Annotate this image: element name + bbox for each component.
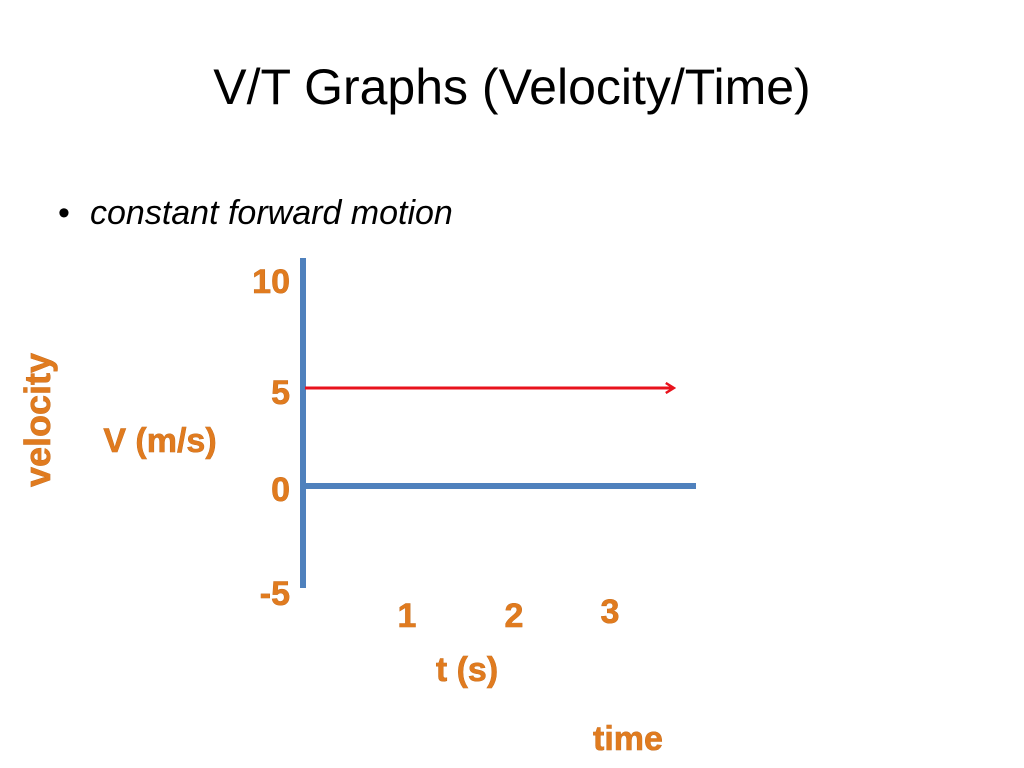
- y-tick-label: 0: [271, 471, 290, 509]
- y-tick-label: -5: [260, 575, 290, 613]
- x-tick-label: 1: [398, 597, 417, 635]
- x-axis-label: t (s): [436, 651, 498, 689]
- bullet-item: • constant forward motion: [58, 194, 453, 233]
- y-tick-label: 5: [271, 374, 290, 412]
- slide-title: V/T Graphs (Velocity/Time): [213, 59, 811, 115]
- bullet-dot-icon: •: [58, 194, 70, 232]
- y-tick-labels: 10 5 0 -5: [252, 263, 290, 614]
- y-axis-outer-label: velocity: [17, 353, 58, 487]
- x-axis-outer-label: time: [593, 720, 663, 758]
- y-tick-label: 10: [252, 263, 290, 301]
- bullet-text: constant forward motion: [90, 194, 453, 232]
- y-axis-label: V (m/s): [103, 422, 216, 460]
- x-tick-label: 3: [601, 593, 620, 631]
- x-tick-label: 2: [505, 597, 524, 635]
- x-tick-labels: 1 2 3: [397, 593, 620, 636]
